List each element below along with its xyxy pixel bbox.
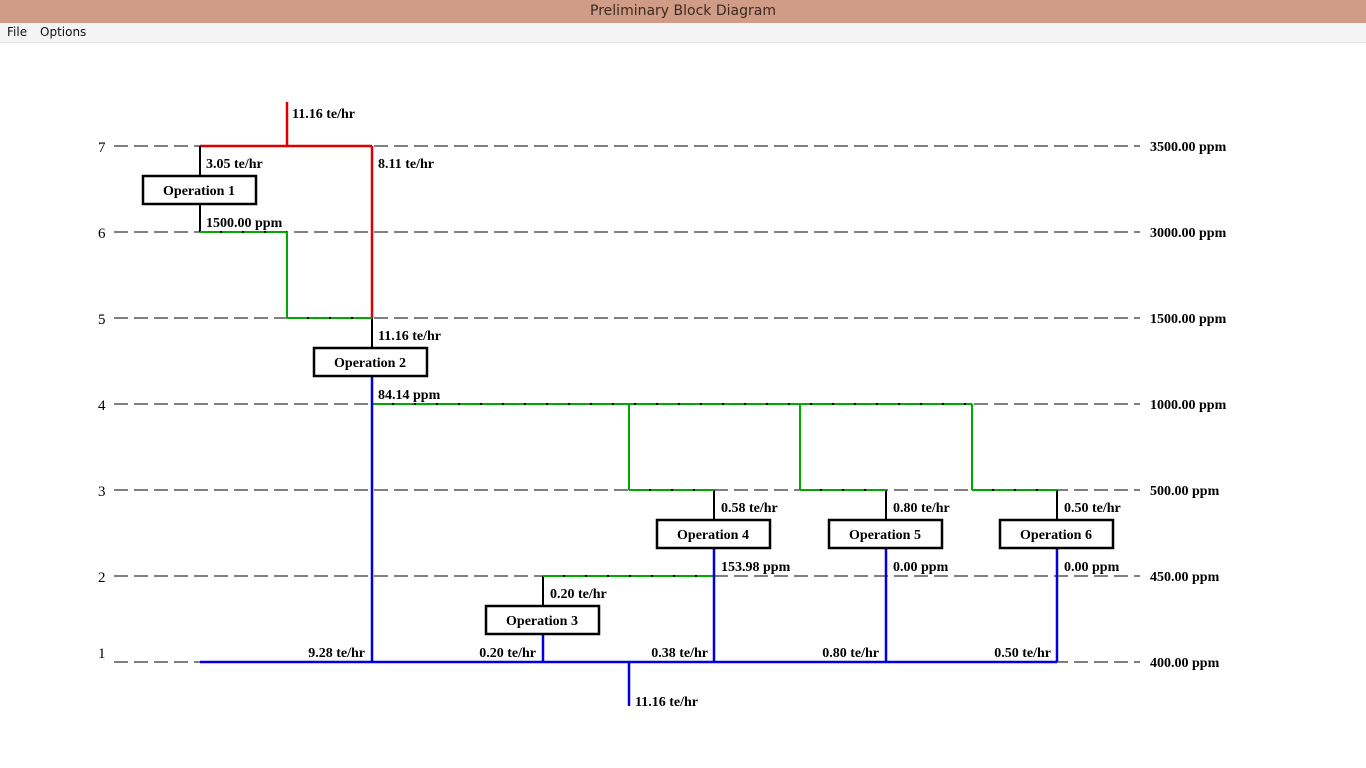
op4-in-label: 0.58 te/hr — [721, 501, 778, 516]
level-ppm-2: 450.00 ppm — [1150, 570, 1220, 585]
operation-6[interactable]: Operation 6 — [998, 518, 1115, 550]
waste-2-label: 0.20 te/hr — [479, 646, 536, 661]
operation-3-label: Operation 3 — [506, 614, 578, 629]
operation-2-label: Operation 2 — [334, 356, 406, 371]
level-number-6: 6 — [98, 226, 106, 242]
menu-file[interactable]: File — [7, 25, 28, 39]
op1-out-label: 1500.00 ppm — [206, 216, 283, 231]
operation-4-label: Operation 4 — [677, 528, 749, 543]
op3-in-label: 0.20 te/hr — [550, 587, 607, 602]
level-ppm-4: 1000.00 ppm — [1150, 398, 1227, 413]
op2-in-label: 11.16 te/hr — [378, 329, 441, 344]
operation-3[interactable]: Operation 3 — [484, 604, 601, 636]
op1-fresh-label: 3.05 te/hr — [206, 157, 263, 172]
op6-out-label: 0.00 ppm — [1064, 560, 1120, 575]
op6-in-label: 0.50 te/hr — [1064, 501, 1121, 516]
window-title: Preliminary Block Diagram — [0, 0, 1366, 23]
op5-in-label: 0.80 te/hr — [893, 501, 950, 516]
waste-1-label: 9.28 te/hr — [308, 646, 365, 661]
fresh-in-label: 11.16 te/hr — [292, 107, 355, 122]
operation-1[interactable]: Operation 1 — [141, 174, 258, 206]
level-number-4: 4 — [98, 398, 106, 414]
operation-2[interactable]: Operation 2 — [312, 346, 429, 378]
waste-total-label: 11.16 te/hr — [635, 695, 698, 710]
level-number-1: 1 — [98, 646, 106, 662]
fresh-bypass-label: 8.11 te/hr — [378, 157, 434, 172]
level-number-5: 5 — [98, 312, 106, 328]
operation-6-label: Operation 6 — [1020, 528, 1092, 543]
level-ppm-5: 1500.00 ppm — [1150, 312, 1227, 327]
level-ppm-1: 400.00 ppm — [1150, 656, 1220, 671]
op2-out-label: 84.14 ppm — [378, 388, 441, 403]
op4-out-label: 153.98 ppm — [721, 560, 791, 575]
menu-bar: File Options — [0, 23, 1366, 43]
level-ppm-3: 500.00 ppm — [1150, 484, 1220, 499]
level-ppm-7: 3500.00 ppm — [1150, 140, 1227, 155]
level-ppm-6: 3000.00 ppm — [1150, 226, 1227, 241]
operation-1-label: Operation 1 — [163, 184, 235, 199]
fresh-water-lines — [200, 102, 374, 318]
menu-options[interactable]: Options — [40, 25, 87, 39]
waste-5-label: 0.50 te/hr — [994, 646, 1051, 661]
operation-4[interactable]: Operation 4 — [655, 518, 772, 550]
operation-5-label: Operation 5 — [849, 528, 921, 543]
level-number-7: 7 — [98, 140, 106, 156]
waste-4-label: 0.80 te/hr — [822, 646, 879, 661]
level-number-3: 3 — [98, 484, 106, 500]
waste-3-label: 0.38 te/hr — [651, 646, 708, 661]
level-number-2: 2 — [98, 570, 106, 586]
reuse-water-lines — [200, 231, 1057, 577]
waste-water-lines — [200, 376, 1059, 706]
operation-5[interactable]: Operation 5 — [827, 518, 944, 550]
op5-out-label: 0.00 ppm — [893, 560, 949, 575]
